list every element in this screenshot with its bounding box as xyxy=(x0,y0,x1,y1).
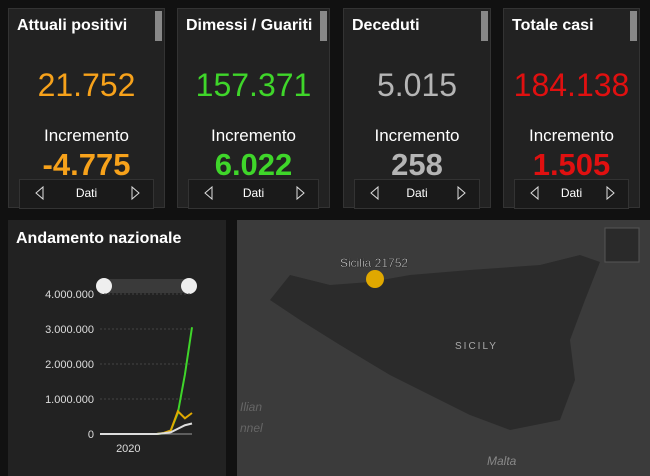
next-arrow xyxy=(606,185,615,201)
y-tick-label: 2.000.000 xyxy=(45,359,94,371)
line-series xyxy=(100,422,193,435)
arrows xyxy=(530,185,615,201)
increment-value: 1.505 xyxy=(532,147,611,182)
x-tick-label: 2020 xyxy=(116,443,140,455)
card-footer[interactable]: Dati xyxy=(19,179,154,209)
line-series xyxy=(100,327,193,435)
arrows xyxy=(35,185,140,201)
card-value: 184.138 xyxy=(513,67,630,103)
point-label: Sicilia 21752 xyxy=(340,256,408,270)
increment-value: 258 xyxy=(391,147,443,182)
map-label: nnel xyxy=(240,421,263,435)
increment-value: -4.775 xyxy=(42,147,131,182)
card-value: 21.752 xyxy=(37,67,136,103)
scrollbar xyxy=(320,11,327,41)
y-tick-label: 3.000.000 xyxy=(45,324,94,336)
card-footer[interactable]: Dati xyxy=(188,179,319,209)
map-label: Ilian xyxy=(240,400,262,414)
prev-arrow[interactable] xyxy=(370,185,379,201)
y-tick-label: 0 xyxy=(88,429,94,441)
scrollbar xyxy=(630,11,637,41)
next-arrow xyxy=(131,185,140,201)
next-arrow xyxy=(296,185,305,201)
map-point[interactable] xyxy=(366,270,384,288)
island xyxy=(270,255,600,430)
y-tick-label: 4.000.000 xyxy=(45,289,94,301)
slider-handle[interactable] xyxy=(181,278,197,294)
arrows xyxy=(370,185,466,201)
increment-value: 6.022 xyxy=(214,147,293,182)
y-tick-label: 1.000.000 xyxy=(45,394,94,406)
scrollbar xyxy=(481,11,488,41)
card-value: 5.015 xyxy=(376,67,458,103)
prev-arrow[interactable] xyxy=(204,185,213,201)
card: Totale casi 184.138 Incremento 1.505 Dati xyxy=(503,8,640,209)
map: Sicilia 21752 SICILY Ilian nnel Malta xyxy=(237,220,650,476)
chart-title: Andamento nazionale xyxy=(16,230,182,247)
scrollbar xyxy=(155,11,162,41)
card-footer[interactable]: Dati xyxy=(514,179,629,209)
card-title: Attuali positivi xyxy=(17,17,128,34)
map-label: SICILY xyxy=(455,341,498,352)
prev-arrow[interactable] xyxy=(35,185,44,201)
card-title: Totale casi xyxy=(512,17,594,34)
card: Dimessi / Guariti 157.371 Incremento 6.022 D… xyxy=(177,8,330,209)
arrows xyxy=(204,185,305,201)
range-slider[interactable] xyxy=(100,279,192,293)
increment-label: Incremento xyxy=(374,126,460,145)
slider-handle[interactable] xyxy=(96,278,112,294)
next-arrow xyxy=(457,185,466,201)
card: Attuali positivi 21.752 Incremento -4.775 Da… xyxy=(8,8,165,209)
map-label: Malta xyxy=(487,454,517,468)
card-value: 157.371 xyxy=(195,67,312,103)
card-footer[interactable]: Dati xyxy=(354,179,480,209)
card-title: Deceduti xyxy=(352,17,420,34)
chart: 0 1.000.000 2.000.000 3.000.000 4.000.000 202… xyxy=(45,278,197,455)
card: Deceduti 5.015 Incremento 258 Dati xyxy=(343,8,491,209)
legend-button[interactable] xyxy=(604,227,640,263)
increment-label: Incremento xyxy=(210,126,297,145)
prev-arrow[interactable] xyxy=(530,185,539,201)
increment-label: Incremento xyxy=(528,126,615,145)
increment-label: Incremento xyxy=(43,126,130,145)
card-title: Dimessi / Guariti xyxy=(186,17,313,34)
